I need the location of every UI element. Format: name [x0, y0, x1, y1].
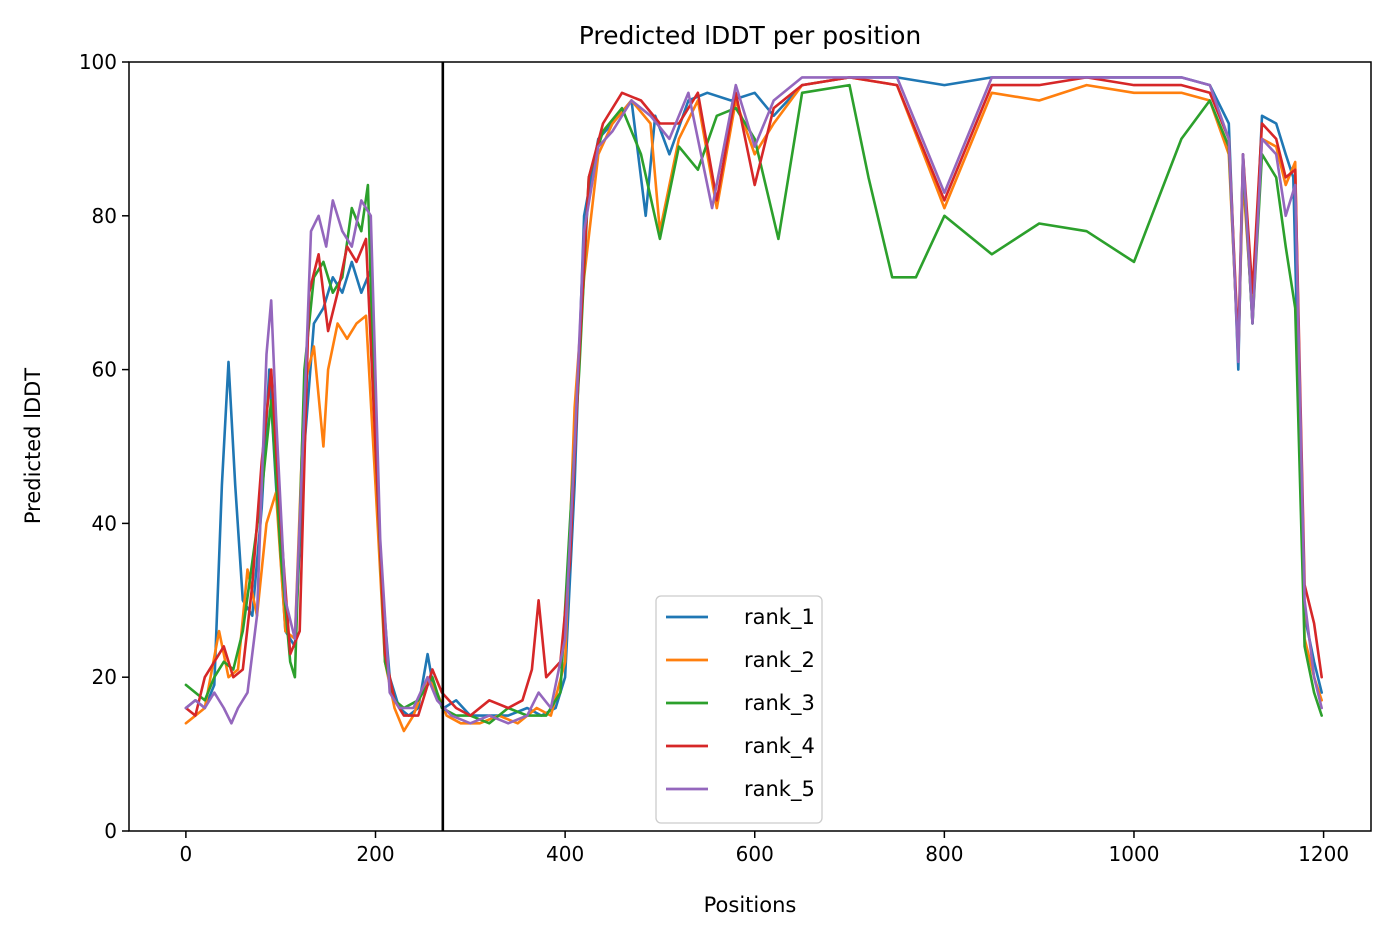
plot-frame [128, 61, 1372, 832]
x-tick-label: 1000 [1109, 842, 1160, 866]
x-tick-label: 800 [925, 842, 963, 866]
y-tick-label: 0 [104, 819, 117, 843]
y-tick-label: 40 [92, 511, 117, 535]
series-line-rank-4 [184, 76, 1323, 717]
legend-label-rank-4: rank_4 [744, 734, 815, 759]
x-tick-label: 200 [356, 842, 394, 866]
y-tick-label: 60 [92, 358, 117, 382]
series-layer [184, 76, 1323, 733]
legend-label-rank-2: rank_2 [744, 648, 815, 673]
legend-label-rank-3: rank_3 [744, 691, 815, 716]
y-axis-title: Predicted lDDT [21, 368, 45, 524]
legend-label-rank-5: rank_5 [744, 777, 815, 802]
x-tick-label: 1200 [1298, 842, 1349, 866]
x-tick-label: 600 [736, 842, 774, 866]
y-tick-label: 100 [79, 50, 117, 74]
y-axis-ticks: 0 20 40 60 80 100 [79, 50, 129, 843]
chart-title: Predicted lDDT per position [579, 21, 921, 50]
series-line-rank-5 [184, 76, 1323, 725]
x-axis-title: Positions [704, 893, 797, 917]
x-axis-ticks: 0 200 400 600 800 1000 1200 [180, 831, 1349, 866]
y-tick-label: 20 [92, 665, 117, 689]
legend: rank_1 rank_2 rank_3 rank_4 rank_5 [655, 595, 823, 824]
x-tick-label: 400 [546, 842, 584, 866]
x-tick-label: 0 [180, 842, 193, 866]
legend-box [655, 595, 823, 824]
y-tick-label: 80 [92, 204, 117, 228]
legend-label-rank-1: rank_1 [744, 605, 815, 630]
